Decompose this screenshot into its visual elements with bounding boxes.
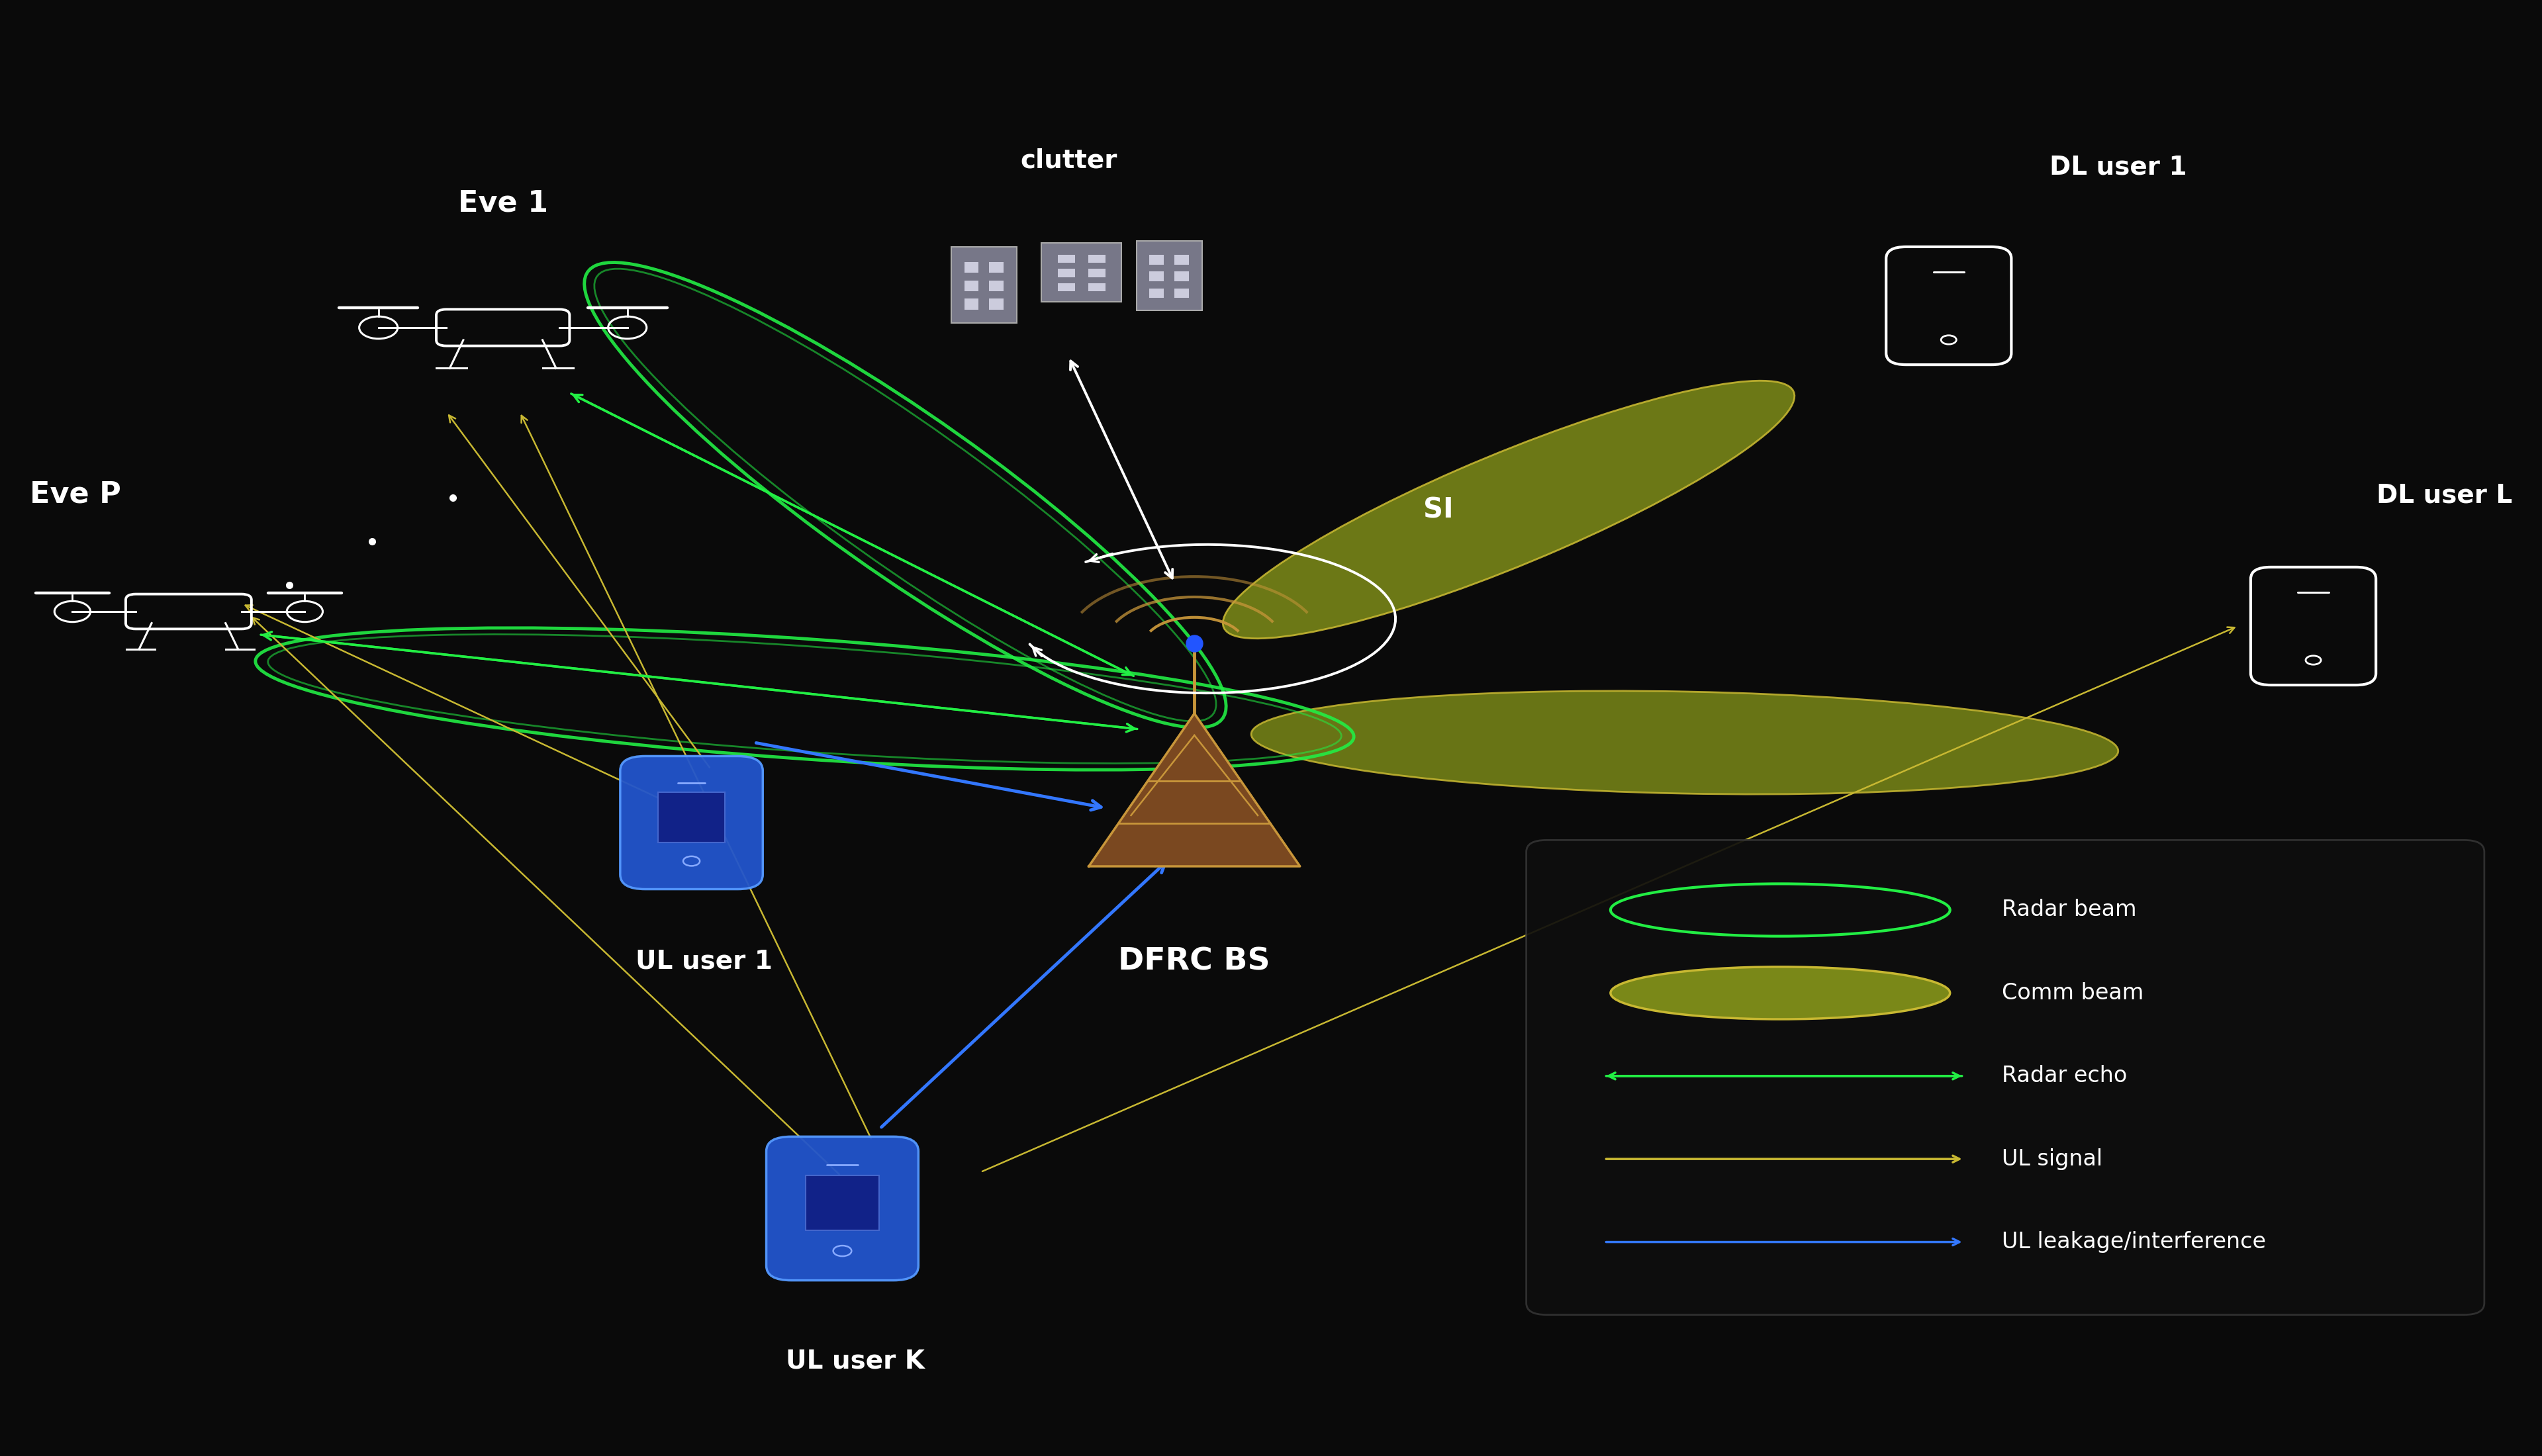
Text: UL leakage/interference: UL leakage/interference [2001,1232,2265,1252]
Bar [963,298,979,310]
Bar [1174,288,1190,298]
Bar [963,262,979,272]
Bar [1149,255,1164,265]
Text: DFRC BS: DFRC BS [1118,946,1271,976]
Bar [1042,243,1121,301]
Bar [1088,269,1106,277]
Bar [951,248,1017,323]
Text: Eve 1: Eve 1 [458,189,549,217]
Text: UL user 1: UL user 1 [636,948,773,974]
Bar [1149,272,1164,281]
Text: DL user L: DL user L [2377,482,2511,508]
Bar [658,792,724,843]
Bar [989,281,1004,291]
Text: SI: SI [1424,495,1454,524]
FancyBboxPatch shape [620,756,763,890]
Bar [1136,242,1202,310]
Text: DL user 1: DL user 1 [2049,154,2186,181]
Bar [1057,269,1075,277]
Text: Eve P: Eve P [31,480,122,508]
Bar [1057,255,1075,264]
FancyBboxPatch shape [765,1137,918,1280]
Bar [1174,272,1190,281]
Text: Comm beam: Comm beam [2001,981,2143,1005]
Bar [1057,282,1075,291]
Polygon shape [1088,713,1299,866]
Bar [989,298,1004,310]
Ellipse shape [1612,967,1950,1019]
Ellipse shape [1251,692,2117,794]
FancyBboxPatch shape [1525,840,2484,1315]
Bar [1088,282,1106,291]
Bar [806,1175,880,1230]
Text: UL user K: UL user K [785,1348,925,1374]
Bar [1149,288,1164,298]
Bar [1088,255,1106,264]
Bar [963,281,979,291]
Ellipse shape [1223,380,1795,639]
Text: Radar echo: Radar echo [2001,1066,2128,1086]
Text: clutter: clutter [1019,147,1116,173]
Bar [989,262,1004,272]
Text: UL signal: UL signal [2001,1147,2102,1171]
Text: Radar beam: Radar beam [2001,898,2135,922]
Bar [1174,255,1190,265]
